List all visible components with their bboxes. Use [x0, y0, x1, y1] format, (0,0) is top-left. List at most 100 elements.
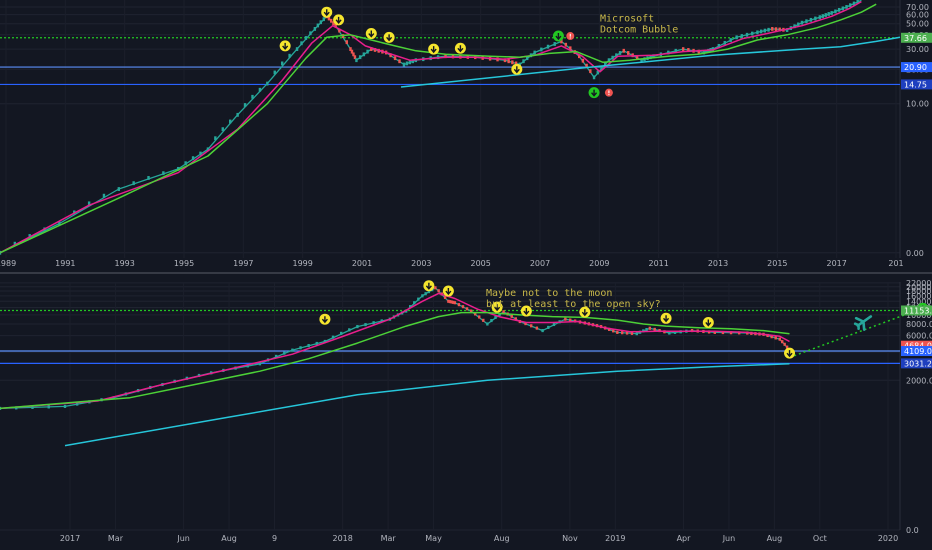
series-trendline[interactable] [64, 363, 790, 447]
candle [478, 315, 481, 319]
down-arrow-circle-icon[interactable] [319, 313, 331, 325]
down-arrow-circle-icon[interactable] [660, 312, 672, 324]
down-arrow-circle-icon[interactable] [383, 31, 395, 43]
x-tick-label: Aug [221, 534, 237, 543]
candle [674, 48, 677, 53]
down-arrow-circle-icon[interactable] [454, 42, 466, 54]
svg-text:14.75: 14.75 [904, 80, 927, 89]
candle [461, 305, 465, 309]
chart-annotation[interactable]: Microsoft [600, 14, 654, 25]
down-arrow-circle-icon[interactable] [428, 43, 440, 55]
down-arrow-circle-icon[interactable] [520, 305, 532, 317]
alert-icon[interactable] [604, 88, 613, 97]
candle [352, 52, 355, 57]
chart-annotation[interactable]: Maybe not to the moon [486, 288, 612, 299]
candle [339, 331, 343, 335]
candle [443, 295, 447, 300]
chart-annotation[interactable]: Dotcom Bubble [600, 25, 678, 36]
down-arrow-circle-icon[interactable] [279, 40, 291, 52]
candle [349, 47, 352, 52]
down-arrow-circle-icon[interactable] [552, 30, 564, 42]
alert-icon[interactable] [566, 32, 575, 41]
candle [589, 69, 592, 74]
candle [447, 299, 450, 303]
price-tag[interactable]: 11153.2 [901, 305, 932, 316]
down-arrow-circle-icon[interactable] [511, 63, 523, 75]
series-ma-fast[interactable] [0, 292, 790, 410]
price-tag[interactable]: 20.90 [901, 62, 932, 73]
candle [316, 23, 320, 28]
y-tick-label: 70.00 [906, 3, 929, 12]
y-tick-label: 0.0 [906, 526, 919, 535]
candle [763, 28, 767, 33]
candle [774, 27, 778, 32]
price-tag[interactable]: 3031.2 [901, 358, 932, 369]
candle [162, 171, 165, 176]
candle [834, 9, 837, 14]
svg-text:11153.2: 11153.2 [904, 306, 932, 315]
candle [191, 156, 195, 161]
candle [304, 36, 308, 40]
candle [564, 42, 568, 47]
y-tick-label: 14000.0 [906, 297, 932, 306]
chart-panel-2[interactable]: 22000.020000.018000.016000.014000.012000… [0, 279, 932, 543]
series-ma-slow[interactable] [0, 311, 790, 410]
candle [818, 15, 822, 20]
price-tag[interactable]: 4109.0 [901, 346, 932, 357]
candle [300, 41, 303, 46]
price-tag[interactable]: 37.66 [901, 32, 932, 43]
series-trendline[interactable] [400, 36, 901, 88]
x-tick-label: Mar [108, 534, 124, 543]
candle [603, 62, 607, 66]
price-tag[interactable]: 14.75 [901, 79, 932, 90]
candle [319, 20, 322, 25]
candle [334, 23, 337, 28]
y-tick-label: 8000.0 [906, 320, 932, 329]
candle [514, 61, 518, 66]
chart-annotation[interactable]: but at least to the open sky? [486, 299, 661, 310]
candle [640, 58, 643, 63]
down-arrow-circle-icon[interactable] [702, 316, 714, 328]
candle [448, 300, 452, 304]
down-arrow-circle-icon[interactable] [423, 280, 435, 292]
candle [745, 32, 749, 37]
candle [547, 325, 550, 329]
candle [785, 28, 789, 32]
series-ma-slow[interactable] [0, 3, 877, 254]
x-tick-label: Nov [562, 534, 578, 543]
candle [667, 50, 670, 55]
down-arrow-circle-icon[interactable] [333, 14, 345, 26]
chart-panel-1[interactable]: 70.0060.0050.0040.0030.0020.0010.000.001… [0, 0, 932, 268]
candle [299, 346, 302, 350]
candle [327, 16, 331, 21]
candle [370, 47, 373, 52]
down-arrow-circle-icon[interactable] [321, 6, 333, 18]
series-projection[interactable] [789, 307, 923, 359]
candle [735, 35, 738, 40]
candle [356, 325, 359, 329]
x-tick-label: 2017 [60, 534, 80, 543]
candle [553, 42, 556, 46]
candle [721, 331, 725, 335]
candle [827, 12, 830, 16]
down-arrow-circle-icon[interactable] [784, 347, 796, 359]
candle [469, 309, 473, 313]
candle [618, 51, 622, 55]
candle [486, 322, 489, 326]
down-arrow-circle-icon[interactable] [491, 301, 503, 313]
candle [615, 53, 618, 58]
candle [729, 331, 733, 335]
down-arrow-circle-icon[interactable] [442, 285, 454, 297]
x-tick-label: Mar [381, 534, 397, 543]
down-arrow-circle-icon[interactable] [588, 87, 600, 99]
candle [482, 318, 485, 322]
candle [75, 402, 79, 406]
candle [830, 11, 833, 15]
down-arrow-circle-icon[interactable] [579, 306, 591, 318]
svg-text:4109.0: 4109.0 [904, 347, 932, 356]
candle [581, 58, 585, 63]
down-arrow-circle-icon[interactable] [365, 28, 377, 40]
x-tick-label: 1997 [233, 259, 253, 268]
candle [380, 319, 383, 323]
